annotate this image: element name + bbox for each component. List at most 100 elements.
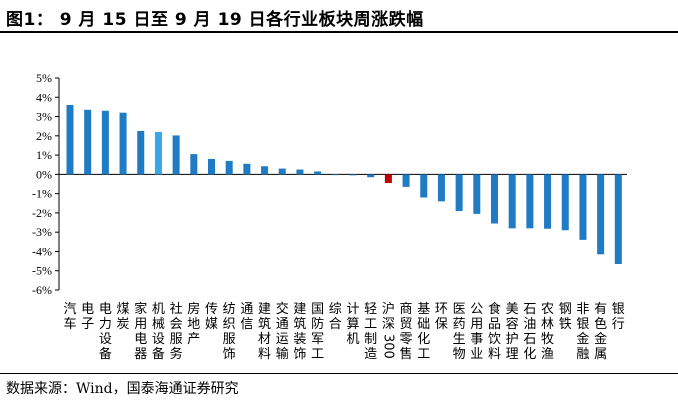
bar-计算机 xyxy=(349,174,357,176)
bar-商贸零售 xyxy=(402,174,410,187)
bar-非银金融 xyxy=(579,174,587,240)
svg-text:力: 力 xyxy=(99,317,112,332)
svg-text:环: 环 xyxy=(435,302,448,317)
bar-基础化工 xyxy=(420,174,428,198)
y-tick-label: -4% xyxy=(32,244,52,258)
svg-text:备: 备 xyxy=(152,346,165,362)
svg-text:军: 军 xyxy=(311,332,324,347)
svg-text:车: 车 xyxy=(63,316,76,332)
y-tick-label: -3% xyxy=(32,225,52,239)
svg-text:事: 事 xyxy=(470,332,483,347)
x-tick-label: 汽车 xyxy=(63,302,76,332)
svg-text:筑: 筑 xyxy=(293,316,306,332)
svg-text:电: 电 xyxy=(81,302,94,317)
svg-text:色: 色 xyxy=(594,316,607,332)
x-tick-label: 银行 xyxy=(612,302,625,332)
svg-text:行: 行 xyxy=(612,317,625,332)
svg-text:石: 石 xyxy=(523,302,536,317)
svg-text:地: 地 xyxy=(187,317,200,332)
svg-text:传: 传 xyxy=(205,302,218,317)
source-note: 数据来源：Wind，国泰海通证券研究 xyxy=(6,381,239,397)
svg-text:饮: 饮 xyxy=(488,332,501,347)
svg-text:用: 用 xyxy=(134,317,147,332)
svg-text:会: 会 xyxy=(170,317,183,332)
svg-text:渔: 渔 xyxy=(541,347,554,362)
svg-text:设: 设 xyxy=(99,332,112,347)
svg-text:售: 售 xyxy=(400,346,413,362)
svg-text:农: 农 xyxy=(541,302,554,317)
svg-text:材: 材 xyxy=(258,332,271,347)
svg-text:器: 器 xyxy=(134,347,147,362)
svg-text:算: 算 xyxy=(346,317,359,332)
svg-text:建: 建 xyxy=(293,302,306,317)
svg-text:产: 产 xyxy=(187,332,200,347)
svg-text:300: 300 xyxy=(380,334,395,359)
bar-通信 xyxy=(243,163,251,175)
svg-text:料: 料 xyxy=(258,347,271,362)
svg-text:造: 造 xyxy=(364,347,377,362)
svg-text:设: 设 xyxy=(152,332,165,347)
svg-text:媒: 媒 xyxy=(205,317,218,332)
svg-text:公: 公 xyxy=(470,302,483,317)
svg-text:基: 基 xyxy=(417,302,430,317)
svg-text:服: 服 xyxy=(223,332,236,347)
svg-text:服: 服 xyxy=(170,332,183,347)
x-tick-label: 房地产 xyxy=(187,301,200,347)
x-tick-label: 环保 xyxy=(435,302,448,332)
svg-text:装: 装 xyxy=(293,332,306,347)
svg-text:工: 工 xyxy=(364,317,377,332)
svg-text:备: 备 xyxy=(99,346,112,362)
svg-text:药: 药 xyxy=(453,317,466,332)
bar-电力设备 xyxy=(101,110,109,175)
svg-text:合: 合 xyxy=(329,317,342,332)
svg-text:用: 用 xyxy=(470,317,483,332)
svg-text:保: 保 xyxy=(435,317,448,332)
svg-text:理: 理 xyxy=(506,347,519,362)
svg-text:银: 银 xyxy=(612,302,625,317)
svg-text:石: 石 xyxy=(523,332,536,347)
svg-text:综: 综 xyxy=(329,302,342,317)
bar-环保 xyxy=(437,174,445,202)
bar-纺织服饰 xyxy=(225,160,233,175)
svg-text:贸: 贸 xyxy=(400,317,413,332)
svg-text:属: 属 xyxy=(594,347,607,362)
y-tick-label: 3% xyxy=(36,110,52,124)
chart-title: 图1： 9 月 15 日至 9 月 19 日各行业板块周涨跌幅 xyxy=(6,10,424,30)
svg-text:电: 电 xyxy=(99,302,112,317)
bar-银行 xyxy=(614,174,622,264)
bar-钢铁 xyxy=(561,174,569,231)
y-tick-label: 2% xyxy=(36,129,52,143)
svg-text:化: 化 xyxy=(417,332,430,347)
svg-text:金: 金 xyxy=(576,331,589,347)
svg-text:品: 品 xyxy=(488,317,501,332)
svg-text:计: 计 xyxy=(346,302,359,317)
svg-text:容: 容 xyxy=(506,316,519,332)
title-divider xyxy=(0,31,678,33)
svg-text:家: 家 xyxy=(134,301,147,317)
svg-text:食: 食 xyxy=(488,301,501,317)
bar-沪深300 xyxy=(384,174,392,184)
bar-美容护理 xyxy=(508,174,516,229)
svg-text:有: 有 xyxy=(594,302,607,317)
bar-汽车 xyxy=(66,104,74,175)
svg-text:非: 非 xyxy=(576,302,589,317)
svg-text:电: 电 xyxy=(134,332,147,347)
svg-text:铁: 铁 xyxy=(559,317,572,332)
y-tick-label: -2% xyxy=(32,206,52,220)
x-tick-label: 计算机 xyxy=(346,302,359,347)
svg-text:防: 防 xyxy=(311,316,324,332)
svg-text:轻: 轻 xyxy=(364,302,377,317)
x-tick-label: 沪深 300 xyxy=(380,301,395,359)
bar-交通运输 xyxy=(278,168,286,175)
svg-text:建: 建 xyxy=(258,302,271,317)
svg-text:汽: 汽 xyxy=(63,302,76,317)
